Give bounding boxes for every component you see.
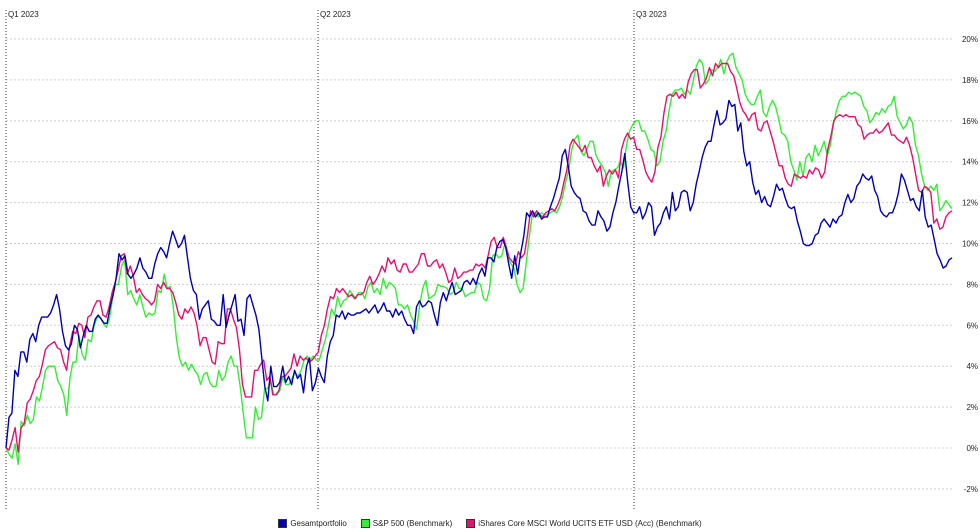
quarter-dividers (5, 10, 635, 510)
series-line-0 (5, 99, 953, 449)
y-tick-label: 8% (966, 280, 978, 289)
legend-label: iShares Core MSCI World UCITS ETF USD (A… (478, 518, 702, 528)
legend-label: S&P 500 (Benchmark) (372, 518, 453, 528)
y-tick-label: -2% (964, 485, 978, 494)
legend-swatch (360, 518, 370, 528)
quarter-label: Q2 2023 (320, 10, 351, 19)
quarter-labels: Q1 2023 Q2 2023 Q3 2023 (8, 10, 667, 19)
series-lines (5, 52, 953, 466)
legend-label: Gesamtportfolio (290, 518, 347, 528)
legend-item[interactable]: Gesamtportfolio (278, 517, 347, 529)
y-tick-label: 6% (966, 321, 978, 330)
y-tick-label: 10% (962, 240, 978, 249)
y-tick-label: 14% (962, 158, 978, 167)
series-line-1 (5, 52, 953, 466)
series-line-2 (5, 62, 953, 453)
legend: Gesamtportfolio S&P 500 (Benchmark) iShare… (0, 517, 980, 529)
y-tick-label: 4% (966, 362, 978, 371)
y-tick-label: 0% (966, 444, 978, 453)
y-tick-label: 20% (962, 35, 978, 44)
legend-swatch (278, 518, 288, 528)
y-tick-label: 12% (962, 199, 978, 208)
y-tick-label: 2% (966, 403, 978, 412)
legend-swatch (466, 518, 476, 528)
legend-item[interactable]: S&P 500 (Benchmark) (360, 517, 453, 529)
legend-item[interactable]: iShares Core MSCI World UCITS ETF USD (A… (466, 517, 702, 529)
y-axis-tick-labels: -2% 0% 2% 4% 6% 8% 10% 12% 14% 16% 18% 20% (962, 35, 978, 494)
quarter-label: Q3 2023 (636, 10, 667, 19)
quarter-label: Q1 2023 (8, 10, 39, 19)
y-tick-label: 18% (962, 76, 978, 85)
y-tick-label: 16% (962, 117, 978, 126)
grid-lines (6, 38, 952, 490)
